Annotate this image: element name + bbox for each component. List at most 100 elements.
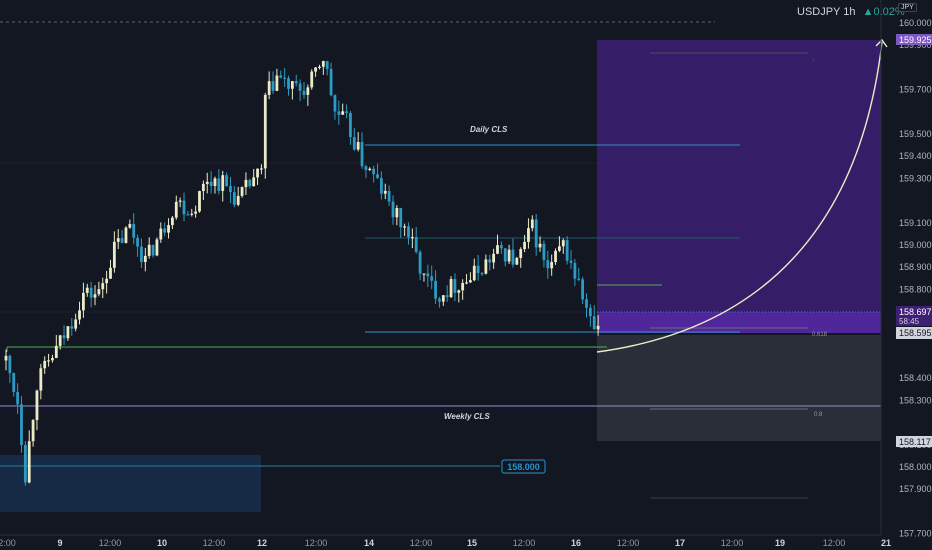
risk-zone[interactable] bbox=[597, 335, 881, 441]
candle-body bbox=[352, 137, 356, 150]
level-zone-box bbox=[0, 455, 261, 512]
candle-body bbox=[565, 240, 569, 261]
candle-body bbox=[198, 191, 201, 212]
candle-body bbox=[260, 168, 263, 170]
candle-body bbox=[561, 240, 565, 247]
svg-text:158.117: 158.117 bbox=[899, 437, 931, 447]
level-158-label-box[interactable] bbox=[501, 459, 546, 474]
time-tick: 16 bbox=[571, 538, 581, 548]
candle-body bbox=[244, 179, 248, 188]
svg-text:158.697: 158.697 bbox=[899, 307, 932, 317]
time-tick: 17 bbox=[675, 538, 685, 548]
price-tick: 158.000 bbox=[899, 462, 932, 472]
candle-body bbox=[290, 81, 294, 89]
candle-body bbox=[573, 262, 577, 279]
svg-text:158.595: 158.595 bbox=[899, 328, 932, 338]
time-tick: 14 bbox=[364, 538, 374, 548]
candle-body bbox=[314, 67, 317, 72]
candle-body bbox=[476, 265, 480, 274]
candle-body bbox=[54, 345, 58, 359]
candle-body bbox=[472, 265, 476, 281]
symbol-header[interactable]: USDJPY 1h ▲0.02% bbox=[797, 6, 905, 18]
candle-body bbox=[569, 260, 573, 263]
candle-body bbox=[39, 368, 43, 391]
fib-label-618: 0.618 bbox=[812, 332, 828, 338]
candle-body bbox=[523, 241, 526, 250]
candle-body bbox=[178, 200, 182, 202]
candle-body bbox=[74, 319, 78, 329]
time-tick: 15 bbox=[467, 538, 477, 548]
price-tick: 159.900 bbox=[899, 40, 932, 50]
candle-body bbox=[283, 77, 287, 79]
candle-body bbox=[383, 190, 387, 194]
candle-body bbox=[581, 279, 585, 300]
candle-body bbox=[345, 111, 348, 113]
price-tag-entry: 158.595 bbox=[896, 327, 932, 339]
candle-body bbox=[221, 175, 225, 191]
projection-curve bbox=[596, 41, 883, 353]
candle-body bbox=[20, 404, 23, 446]
candle-body bbox=[542, 243, 546, 261]
candle-body bbox=[372, 168, 376, 175]
candle-body bbox=[403, 226, 407, 228]
candle-body bbox=[596, 325, 600, 330]
candle-body bbox=[23, 445, 27, 483]
candle-body bbox=[186, 214, 190, 216]
candle-body bbox=[128, 224, 132, 228]
price-tag-target: 159.925 bbox=[896, 34, 932, 45]
candle-body bbox=[120, 238, 124, 243]
candle-body bbox=[360, 142, 364, 167]
candle-body bbox=[554, 250, 557, 263]
price-tick: 159.100 bbox=[899, 218, 932, 228]
candle-body bbox=[306, 87, 310, 95]
candle-body bbox=[140, 246, 143, 263]
candle-body bbox=[51, 358, 54, 361]
candle-body bbox=[376, 174, 379, 179]
timeframe: 1h bbox=[843, 6, 856, 18]
candle-body bbox=[31, 420, 35, 442]
time-tick: 10 bbox=[157, 538, 167, 548]
candle-body bbox=[194, 211, 198, 214]
candle-body bbox=[434, 280, 437, 299]
candle-body bbox=[441, 295, 445, 302]
candle-body bbox=[136, 237, 139, 247]
candle-body bbox=[16, 392, 20, 405]
candle-body bbox=[174, 201, 178, 218]
price-axis[interactable]: 160.000 159.900 159.700 159.500 159.400 159.3… bbox=[880, 0, 932, 539]
candle-body bbox=[101, 283, 105, 290]
candle-body bbox=[225, 175, 228, 187]
candle-body bbox=[85, 287, 89, 293]
svg-text:58:45: 58:45 bbox=[899, 317, 920, 326]
candle-body bbox=[116, 238, 120, 242]
candle-body bbox=[155, 239, 159, 256]
candle-body bbox=[364, 166, 368, 170]
candle-body bbox=[256, 168, 259, 178]
candle-body bbox=[395, 208, 399, 218]
candle-body bbox=[58, 335, 62, 346]
candle-body bbox=[232, 192, 236, 205]
candle-body bbox=[418, 251, 422, 274]
candle-body bbox=[399, 208, 403, 228]
candle-body bbox=[333, 95, 337, 112]
time-tick: 2:00 bbox=[0, 538, 16, 548]
candle-body bbox=[167, 225, 170, 233]
candle-body bbox=[445, 295, 449, 298]
target-zone[interactable] bbox=[597, 40, 881, 333]
candle-body bbox=[368, 168, 372, 170]
time-tick: 21 bbox=[881, 538, 891, 548]
price-tick: 160.000 bbox=[899, 18, 932, 28]
candle-body bbox=[511, 249, 515, 265]
weekly-cls-label: Weekly CLS bbox=[444, 412, 490, 421]
price-tick: 159.700 bbox=[899, 85, 932, 95]
candle-body bbox=[182, 200, 186, 215]
time-axis[interactable]: 2:00 9 12:00 10 12:00 12 12:00 14 12:00 15 12:00 16… bbox=[0, 534, 891, 548]
currency-unit-badge[interactable]: JPY bbox=[898, 3, 917, 12]
candle-body bbox=[302, 90, 306, 95]
candle-body bbox=[66, 326, 70, 339]
candle-body bbox=[89, 287, 93, 298]
candle-body bbox=[8, 355, 12, 374]
candle-body bbox=[163, 228, 167, 233]
candle-body bbox=[97, 289, 101, 295]
candle-body bbox=[407, 226, 410, 238]
